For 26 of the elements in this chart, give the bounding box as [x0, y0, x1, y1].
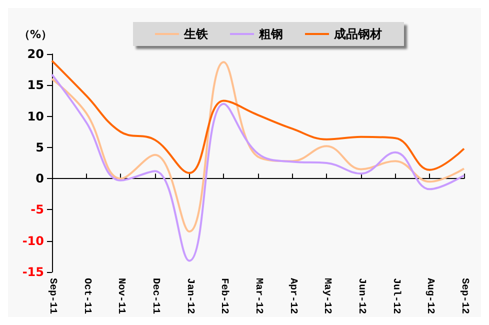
x-tick-label: Jan-12	[184, 278, 195, 314]
y-axis-title: （%）	[18, 28, 52, 41]
x-tick-label: Aug-12	[424, 278, 436, 314]
x-tick-label: May-12	[321, 278, 332, 314]
x-tick-label: Jul-12	[390, 278, 402, 314]
y-tick-label: 10	[27, 109, 44, 124]
x-tick-label: Jun-12	[356, 278, 366, 314]
x-tick-label: Dec-11	[150, 278, 160, 314]
legend-label: 成品钢材	[333, 27, 382, 41]
legend-label: 生铁	[183, 27, 209, 41]
y-tick-label: 20	[27, 47, 44, 61]
y-tick-label: 15	[27, 78, 44, 92]
x-tick-label: Nov-11	[115, 278, 126, 314]
y-tick-label: -10	[22, 234, 44, 248]
line-series	[51, 60, 465, 174]
y-tick-label: -5	[30, 202, 44, 217]
x-tick-label: Oct-11	[80, 278, 92, 314]
x-tick-label: Feb-12	[218, 278, 230, 314]
y-tick-label: -15	[22, 264, 44, 279]
y-tick-label: 5	[36, 140, 44, 154]
x-tick-label: Mar-12	[252, 278, 264, 314]
legend-label: 粗钢	[258, 27, 283, 41]
x-tick-label: Apr-12	[286, 278, 298, 314]
x-tick-label: Sep-12	[458, 278, 470, 314]
y-tick-label: 0	[36, 172, 44, 186]
x-tick-label: Sep-11	[46, 278, 58, 314]
